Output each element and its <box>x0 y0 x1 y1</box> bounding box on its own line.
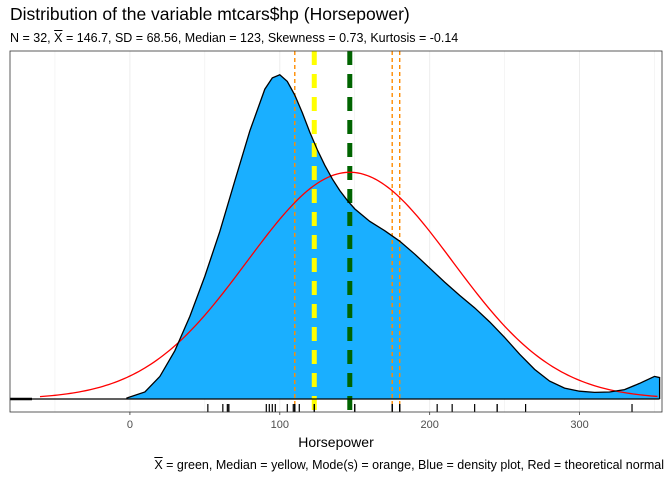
x-axis: 0 100 200 300 <box>127 412 589 431</box>
x-tick-label: 200 <box>420 419 438 431</box>
x-tick-label: 100 <box>271 419 289 431</box>
subtitle-mean-symbol: X <box>54 31 63 45</box>
caption-mean-symbol: X <box>154 458 163 472</box>
normal-curve <box>39 171 658 398</box>
x-tick-label: 300 <box>570 419 588 431</box>
reference-lines <box>294 51 401 412</box>
density-line <box>126 74 661 399</box>
x-axis-label: Horsepower <box>298 434 374 450</box>
chart-caption: X = green, Median = yellow, Mode(s) = or… <box>154 458 664 472</box>
subtitle-stats: = 146.7, SD = 68.56, Median = 123, Skewn… <box>65 31 459 45</box>
x-tick-label: 0 <box>127 419 133 431</box>
subtitle-n: N = 32, <box>10 31 51 45</box>
chart-title: Distribution of the variable mtcars$hp (… <box>10 4 410 24</box>
chart-subtitle: N = 32, X = 146.7, SD = 68.56, Median = … <box>10 31 458 45</box>
panel-border <box>9 50 663 413</box>
rug-marks <box>207 404 633 412</box>
caption-text: = green, Median = yellow, Mode(s) = oran… <box>162 458 664 472</box>
